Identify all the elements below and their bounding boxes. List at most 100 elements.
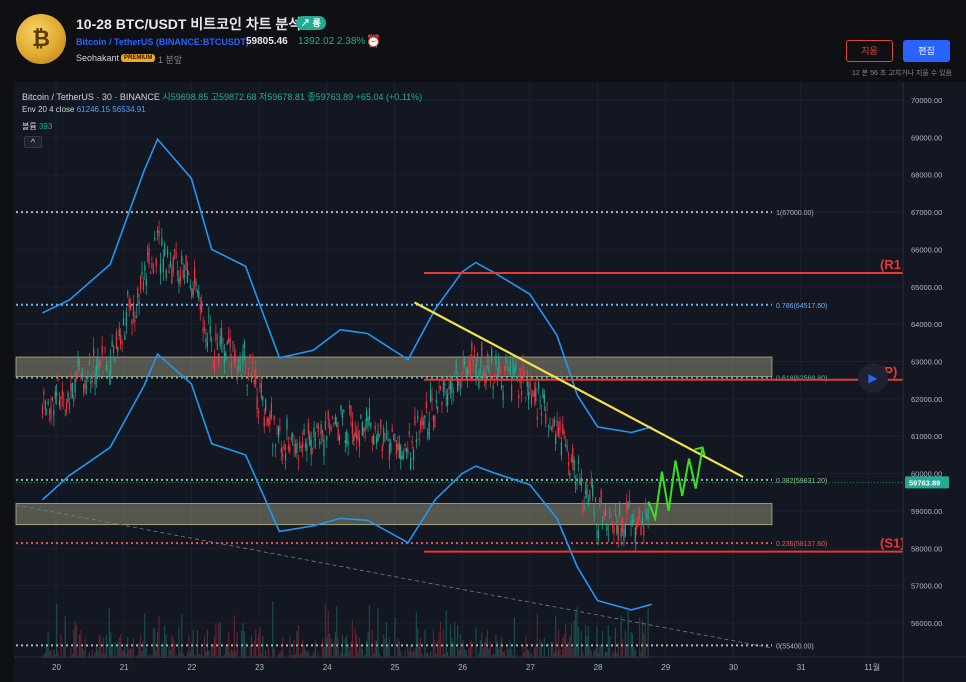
volume-bar <box>383 633 385 658</box>
candle-body <box>583 505 585 511</box>
volume-bar <box>350 641 352 658</box>
candle-body <box>594 498 597 503</box>
volume-bar <box>229 651 231 658</box>
volume-bar <box>346 635 348 658</box>
volume-bar <box>94 652 96 658</box>
candle-body <box>428 422 430 439</box>
volume-bar <box>535 645 537 658</box>
volume-bar <box>118 637 120 658</box>
volume-bar <box>475 627 477 658</box>
volume-bar <box>593 650 595 658</box>
candle-body <box>284 453 287 461</box>
volume-bar <box>584 624 587 658</box>
volume-bar <box>81 648 83 658</box>
volume-bar <box>249 645 251 658</box>
volume-bar <box>617 641 619 658</box>
volume-bar <box>506 647 508 658</box>
candle-body <box>141 271 143 276</box>
author-name[interactable]: Seohakant <box>76 53 120 63</box>
candle-body <box>255 368 257 385</box>
candle-body <box>454 376 456 378</box>
volume-bar <box>388 637 390 658</box>
volume-bar <box>270 657 272 658</box>
candle-body <box>539 400 541 402</box>
volume-bar <box>373 653 375 658</box>
volume-bar <box>98 634 100 658</box>
volume-bar <box>404 650 406 658</box>
price-axis-tick: 64000.00 <box>911 320 942 329</box>
volume-bar <box>425 652 427 658</box>
candle-body <box>387 439 389 442</box>
candle-body <box>496 374 499 376</box>
volume-bar <box>533 647 535 658</box>
price-chart[interactable]: 1(67000.00)0.786(64517.60)0.618(62568.80… <box>14 82 966 682</box>
candle-body <box>98 361 100 370</box>
symbol-link[interactable]: Bitcoin / TetherUS (BINANCE:BTCUSDT) <box>76 37 249 47</box>
candle-body <box>584 490 587 494</box>
volume-bar <box>557 629 560 658</box>
candle-body <box>456 380 459 392</box>
candle-body <box>248 373 250 375</box>
candle-body <box>614 513 617 515</box>
legend-collapse-button[interactable]: ^ <box>24 136 42 148</box>
candle-body <box>469 364 471 378</box>
candle-body <box>553 419 555 426</box>
candle-body <box>418 438 420 441</box>
volume-bar <box>410 644 412 658</box>
candle-body <box>432 415 435 421</box>
play-icon[interactable]: ▶ <box>858 363 888 393</box>
volume-bar <box>48 650 51 658</box>
volume-bar <box>125 654 127 658</box>
candle-body <box>621 519 624 533</box>
volume-bar <box>46 647 48 658</box>
chart-canvas[interactable]: 1(67000.00)0.786(64517.60)0.618(62568.80… <box>14 82 966 682</box>
alarm-clock-icon[interactable]: ⏰ <box>366 34 381 48</box>
candle-body <box>267 419 270 423</box>
candle-body <box>124 334 126 340</box>
volume-bar <box>626 647 628 658</box>
candle-body <box>528 392 530 400</box>
candle-body <box>580 478 582 486</box>
volume-bar <box>354 628 356 658</box>
delete-button[interactable]: 지움 <box>846 40 893 62</box>
volume-bar <box>223 654 226 658</box>
volume-bar <box>644 623 646 658</box>
candle-body <box>102 370 105 372</box>
candle-body <box>256 396 258 410</box>
volume-bar <box>387 645 389 658</box>
idea-header: ₿ 10-28 BTC/USDT 비트코인 차트 분석 ↗ 롱 Bitcoin … <box>0 0 966 82</box>
volume-bar <box>105 634 108 658</box>
volume-bar <box>192 629 194 658</box>
candle-body <box>545 413 547 424</box>
volume-bar <box>208 650 210 658</box>
volume-bar <box>371 629 373 658</box>
candle-body <box>626 501 628 514</box>
candle-body <box>441 401 443 405</box>
candle-body <box>512 359 514 375</box>
volume-bar <box>64 615 66 658</box>
candle-body <box>573 459 575 471</box>
edit-button[interactable]: 편집 <box>903 40 950 62</box>
volume-bar <box>479 640 481 658</box>
volume-bar <box>277 654 280 658</box>
volume-bar <box>449 624 452 658</box>
candle-body <box>374 425 376 430</box>
volume-bar <box>368 605 371 658</box>
candle-body <box>410 457 412 470</box>
last-price-label: 59763.89 <box>909 478 940 487</box>
candle-body <box>186 269 189 283</box>
volume-bar <box>138 641 140 658</box>
candle-body <box>139 276 142 290</box>
volume-bar <box>226 646 228 658</box>
volume-bar <box>157 632 159 658</box>
candle-body <box>95 364 98 379</box>
candle-body <box>246 384 248 387</box>
candle-body <box>351 422 353 434</box>
volume-bar <box>112 657 115 658</box>
candle-body <box>316 427 318 428</box>
volume-bar <box>95 646 98 658</box>
candle-body <box>547 425 550 428</box>
legend-volume-label: 볼륨 <box>22 122 37 131</box>
candle-body <box>509 361 511 375</box>
volume-bar <box>259 626 261 658</box>
